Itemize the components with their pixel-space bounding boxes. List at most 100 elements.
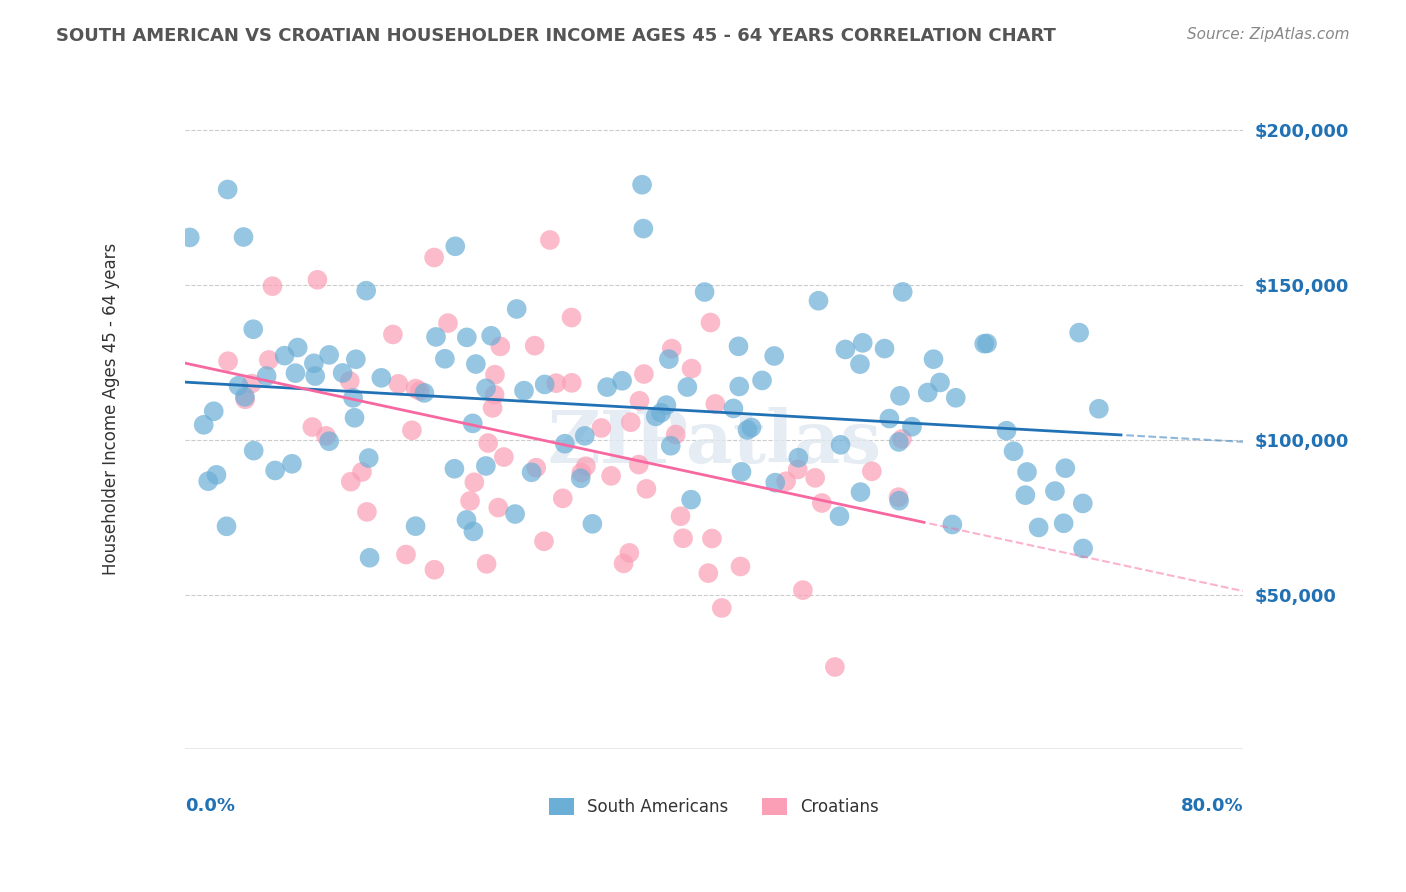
South Americans bbox=[723, 401, 745, 416]
South Americans bbox=[1071, 496, 1094, 510]
South Americans bbox=[205, 467, 228, 482]
South Americans bbox=[405, 519, 427, 533]
Croatians bbox=[811, 496, 834, 510]
South Americans bbox=[763, 349, 786, 363]
Text: Source: ZipAtlas.com: Source: ZipAtlas.com bbox=[1187, 27, 1350, 42]
Croatians bbox=[591, 421, 613, 435]
South Americans bbox=[443, 461, 465, 475]
South Americans bbox=[1028, 520, 1050, 534]
Croatians bbox=[681, 361, 703, 376]
Croatians bbox=[486, 500, 509, 515]
Croatians bbox=[387, 376, 409, 391]
South Americans bbox=[751, 373, 773, 387]
Croatians bbox=[860, 464, 883, 478]
South Americans bbox=[370, 371, 392, 385]
Croatians bbox=[481, 401, 503, 415]
Croatians bbox=[489, 339, 512, 353]
Text: 0.0%: 0.0% bbox=[184, 797, 235, 815]
Croatians bbox=[437, 316, 460, 330]
Croatians bbox=[697, 566, 720, 581]
Croatians bbox=[600, 468, 623, 483]
South Americans bbox=[475, 381, 498, 395]
Croatians bbox=[628, 393, 651, 408]
Croatians bbox=[401, 423, 423, 437]
Croatians bbox=[560, 310, 582, 325]
Text: Householder Income Ages 45 - 64 years: Householder Income Ages 45 - 64 years bbox=[101, 243, 120, 575]
Croatians bbox=[477, 436, 499, 450]
South Americans bbox=[242, 322, 264, 336]
Croatians bbox=[546, 376, 568, 391]
South Americans bbox=[891, 285, 914, 299]
Croatians bbox=[301, 420, 323, 434]
South Americans bbox=[852, 335, 875, 350]
South Americans bbox=[929, 376, 952, 390]
South Americans bbox=[1069, 326, 1091, 340]
South Americans bbox=[359, 550, 381, 565]
Croatians bbox=[217, 354, 239, 368]
Croatians bbox=[350, 465, 373, 479]
South Americans bbox=[202, 404, 225, 418]
South Americans bbox=[676, 380, 699, 394]
Croatians bbox=[233, 392, 256, 407]
South Americans bbox=[433, 351, 456, 366]
South Americans bbox=[655, 398, 678, 412]
South Americans bbox=[644, 409, 666, 424]
South Americans bbox=[650, 406, 672, 420]
Croatians bbox=[356, 505, 378, 519]
South Americans bbox=[693, 285, 716, 299]
Croatians bbox=[786, 462, 808, 476]
Croatians bbox=[575, 459, 598, 474]
South Americans bbox=[659, 439, 682, 453]
Croatians bbox=[672, 531, 695, 545]
Croatians bbox=[423, 251, 446, 265]
Croatians bbox=[409, 384, 432, 398]
South Americans bbox=[889, 389, 911, 403]
Croatians bbox=[262, 279, 284, 293]
South Americans bbox=[973, 336, 995, 351]
South Americans bbox=[737, 423, 759, 437]
South Americans bbox=[945, 391, 967, 405]
South Americans bbox=[505, 301, 527, 316]
South Americans bbox=[1014, 488, 1036, 502]
Croatians bbox=[775, 475, 797, 489]
South Americans bbox=[456, 513, 478, 527]
Croatians bbox=[395, 548, 418, 562]
Croatians bbox=[710, 601, 733, 615]
South Americans bbox=[343, 410, 366, 425]
Croatians bbox=[523, 339, 546, 353]
South Americans bbox=[479, 328, 502, 343]
South Americans bbox=[834, 343, 856, 357]
South Americans bbox=[1053, 516, 1076, 531]
South Americans bbox=[273, 349, 295, 363]
Croatians bbox=[551, 491, 574, 506]
Croatians bbox=[619, 546, 641, 560]
South Americans bbox=[215, 519, 238, 533]
South Americans bbox=[740, 420, 762, 434]
South Americans bbox=[610, 374, 633, 388]
Croatians bbox=[405, 382, 427, 396]
Text: 80.0%: 80.0% bbox=[1181, 797, 1243, 815]
South Americans bbox=[342, 391, 364, 405]
Croatians bbox=[463, 475, 485, 490]
South Americans bbox=[1054, 461, 1077, 475]
South Americans bbox=[901, 419, 924, 434]
South Americans bbox=[887, 434, 910, 449]
Croatians bbox=[257, 353, 280, 368]
South Americans bbox=[763, 475, 786, 490]
South Americans bbox=[1043, 484, 1066, 499]
Croatians bbox=[887, 490, 910, 504]
South Americans bbox=[533, 377, 555, 392]
South Americans bbox=[976, 336, 998, 351]
Croatians bbox=[669, 509, 692, 524]
South Americans bbox=[941, 517, 963, 532]
Croatians bbox=[792, 583, 814, 598]
Croatians bbox=[538, 233, 561, 247]
South Americans bbox=[569, 471, 592, 485]
Croatians bbox=[633, 367, 655, 381]
South Americans bbox=[344, 352, 367, 367]
South Americans bbox=[242, 443, 264, 458]
Croatians bbox=[339, 374, 361, 388]
South Americans bbox=[357, 451, 380, 466]
South Americans bbox=[193, 417, 215, 432]
Croatians bbox=[458, 494, 481, 508]
